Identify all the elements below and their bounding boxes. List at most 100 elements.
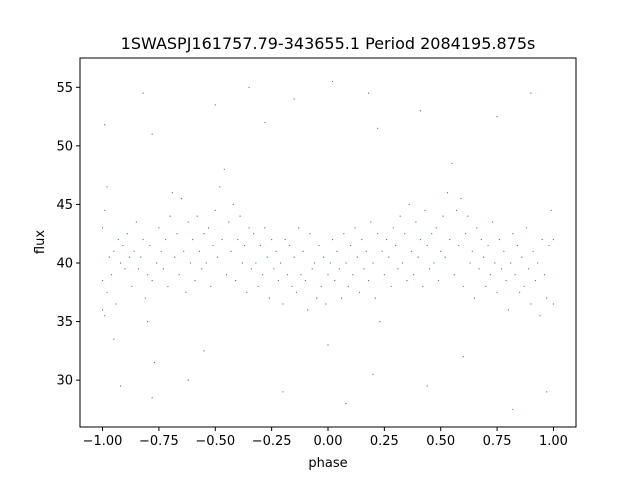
data-point <box>512 408 514 411</box>
data-point <box>419 238 422 241</box>
data-point <box>302 250 304 252</box>
data-point <box>343 233 345 235</box>
data-point <box>223 168 225 170</box>
data-point <box>122 244 124 247</box>
data-point <box>234 279 237 282</box>
data-point <box>367 92 370 94</box>
data-point <box>113 338 115 340</box>
data-point <box>487 244 489 247</box>
data-point <box>198 250 201 252</box>
data-point <box>165 238 167 241</box>
data-point <box>428 268 431 270</box>
data-point <box>311 268 313 270</box>
data-point <box>273 268 275 270</box>
data-point <box>316 297 318 299</box>
data-point <box>169 215 171 217</box>
data-point <box>327 274 329 276</box>
data-point <box>183 250 185 252</box>
data-point <box>480 238 482 241</box>
data-point <box>397 268 399 270</box>
y-tick-label: 40 <box>56 257 73 272</box>
data-point <box>539 315 541 317</box>
data-point <box>291 285 293 288</box>
data-point <box>399 215 401 217</box>
data-point <box>379 320 381 323</box>
data-point <box>205 262 207 264</box>
data-point <box>230 250 232 252</box>
y-tick-label: 45 <box>56 198 73 213</box>
data-point <box>422 285 424 288</box>
data-point <box>501 268 503 270</box>
y-axis-label: flux <box>33 230 48 254</box>
data-point <box>142 238 144 241</box>
data-point <box>178 274 180 276</box>
data-point <box>485 285 487 288</box>
data-point <box>241 262 243 264</box>
data-point <box>426 244 428 247</box>
data-point <box>313 262 316 264</box>
data-point <box>503 250 505 252</box>
data-point <box>147 320 149 323</box>
data-point <box>356 256 358 258</box>
data-point <box>153 361 155 364</box>
data-point <box>338 268 340 270</box>
data-point <box>365 250 367 252</box>
data-point <box>543 274 546 276</box>
data-point <box>282 391 284 393</box>
data-point <box>225 274 228 276</box>
data-point <box>395 244 397 247</box>
data-point <box>174 256 176 258</box>
data-point <box>406 279 408 282</box>
data-point <box>331 80 334 83</box>
x-tick-label: −0.50 <box>195 434 235 449</box>
data-point <box>473 297 476 299</box>
data-point <box>347 285 349 288</box>
data-point <box>426 385 428 387</box>
data-point <box>471 250 473 252</box>
data-point <box>196 215 198 217</box>
data-point <box>156 262 158 264</box>
data-point <box>307 309 309 311</box>
x-tick-label: −0.25 <box>252 434 292 449</box>
data-point <box>248 86 250 88</box>
data-point <box>212 244 214 247</box>
data-point <box>151 133 153 135</box>
data-point <box>516 244 518 247</box>
data-point <box>417 256 419 258</box>
data-point <box>478 268 480 270</box>
data-point <box>546 391 548 393</box>
data-point <box>104 124 106 126</box>
data-point <box>142 92 144 94</box>
data-point <box>354 227 356 229</box>
data-point <box>104 209 106 211</box>
data-point <box>124 268 126 270</box>
data-point <box>320 285 322 288</box>
data-point <box>304 279 307 282</box>
data-point <box>282 303 284 305</box>
data-point <box>541 238 543 241</box>
data-point <box>383 274 385 276</box>
data-point <box>358 291 361 293</box>
data-point <box>106 186 108 188</box>
data-point <box>101 227 104 229</box>
x-tick-label: 1.00 <box>539 434 568 449</box>
data-point <box>293 256 295 258</box>
data-point <box>289 244 291 247</box>
data-point <box>530 92 532 94</box>
data-point <box>410 250 413 252</box>
data-point <box>496 115 498 118</box>
data-point <box>180 197 183 200</box>
x-axis-label: phase <box>308 456 347 471</box>
data-point <box>510 262 512 264</box>
data-point <box>210 285 212 288</box>
x-tick-label: −0.75 <box>139 434 179 449</box>
data-point <box>104 315 106 317</box>
data-point <box>464 233 467 235</box>
data-point <box>275 250 277 252</box>
data-point <box>257 285 259 288</box>
data-point <box>460 197 462 200</box>
data-point <box>433 262 435 264</box>
data-point <box>340 297 343 299</box>
data-point <box>489 274 491 276</box>
data-point <box>507 309 509 311</box>
